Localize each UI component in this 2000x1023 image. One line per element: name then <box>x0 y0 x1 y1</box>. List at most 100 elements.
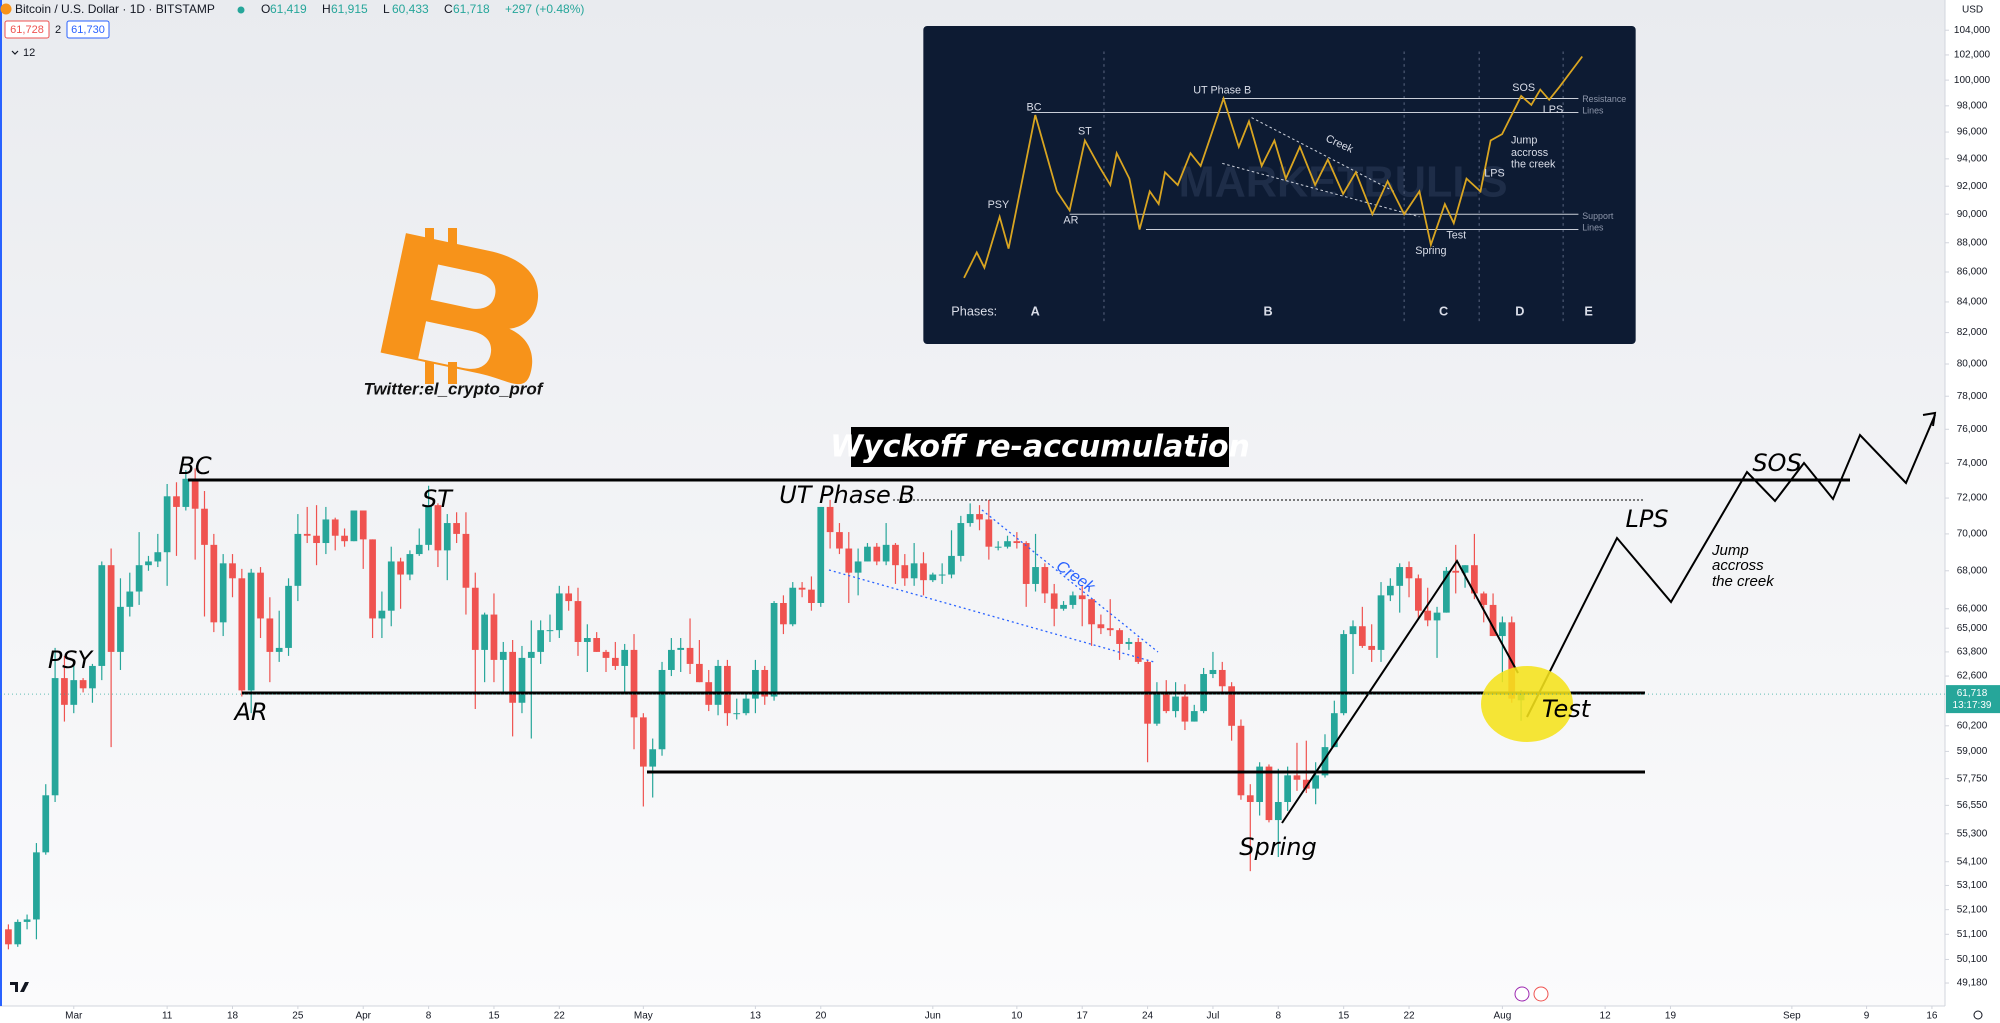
inset-label: AR <box>1063 214 1078 226</box>
candle-body <box>1162 692 1170 712</box>
candle-body <box>1415 578 1422 611</box>
settings-icon[interactable] <box>1973 1010 1983 1020</box>
x-tick-label: Mar <box>65 1011 83 1022</box>
y-tick-label: 70,000 <box>1957 529 1988 540</box>
candle-body <box>677 647 685 650</box>
symbol: Bitcoin / U.S. Dollar · 1D · BITSTAMP <box>15 2 215 16</box>
candle-body <box>1386 585 1394 596</box>
candle-body <box>322 519 330 544</box>
axes: 104,000 102,000 100,000 98,000 96,000 94,000 9… <box>65 25 1990 1022</box>
candle-body <box>331 519 339 536</box>
y-tick-label: 50,100 <box>1957 954 1988 965</box>
y-tick-label: 76,000 <box>1957 424 1988 435</box>
creek-line <box>1222 162 1420 218</box>
market-status[interactable] <box>237 6 245 14</box>
candle-body <box>1330 713 1338 748</box>
candle-body <box>583 638 591 642</box>
candle-body <box>1405 567 1413 579</box>
candle-body <box>313 535 320 544</box>
candle-body <box>920 563 927 581</box>
events-icon[interactable] <box>1514 986 1530 1002</box>
candle-body <box>994 546 1002 548</box>
candle-body <box>117 606 124 652</box>
candle-body <box>649 749 657 767</box>
candle-body <box>1004 541 1011 547</box>
inset-label: Resistance <box>1582 94 1626 104</box>
candle-body <box>602 651 610 658</box>
currency[interactable]: USD <box>1962 5 1983 16</box>
candle-body <box>1097 624 1105 629</box>
inset-label: Spring <box>1415 245 1446 257</box>
candle-body <box>1461 565 1469 573</box>
ohlc-value: 61,915 <box>331 2 368 16</box>
x-tick-label: 20 <box>815 1011 827 1022</box>
buy-button[interactable] <box>66 20 110 39</box>
candle-body <box>976 514 983 520</box>
buy-price[interactable]: 61,730 <box>71 24 105 36</box>
candle-body <box>145 561 152 566</box>
creek-line <box>828 569 1155 663</box>
candle-body <box>537 630 545 652</box>
candle-body <box>266 618 274 652</box>
x-tick-label: 11 <box>162 1011 173 1022</box>
ohlc-legend: O 61,419 H 61,915 L 60,433 C 61,718 <box>261 2 490 16</box>
candle-body <box>546 630 554 632</box>
ohlc-key: L <box>383 2 390 16</box>
test-label: Test <box>1542 695 1592 723</box>
phases-label: Phases: <box>951 304 997 319</box>
candle-body <box>611 657 619 666</box>
candle-body <box>182 478 190 507</box>
y-tick-label: 55,300 <box>1957 828 1988 839</box>
y-tick-label: 96,000 <box>1957 127 1988 138</box>
candle-body <box>574 601 582 642</box>
candle-body <box>1433 612 1441 621</box>
sell-button[interactable] <box>4 20 50 39</box>
creek-line <box>1251 117 1395 192</box>
candle-body <box>798 587 806 590</box>
candle-body <box>1340 634 1348 714</box>
x-tick-label: 25 <box>292 1011 304 1022</box>
x-tick-label: 8 <box>426 1011 432 1022</box>
economic-icon[interactable] <box>1533 986 1549 1002</box>
y-tick-label: 60,200 <box>1957 720 1988 731</box>
x-tick-label: 15 <box>1338 1011 1350 1022</box>
candle-body <box>901 565 909 579</box>
sell-price[interactable]: 61,728 <box>10 24 44 36</box>
bitcoin-logo <box>380 228 539 385</box>
last-price-tag <box>1946 685 2000 714</box>
candle-body <box>275 647 283 652</box>
watermark: MARKETBULLS <box>1179 158 1508 206</box>
phase: D <box>1515 304 1524 319</box>
collapse-caret[interactable] <box>11 50 19 55</box>
candle-body <box>1312 775 1320 789</box>
tradingview-logo[interactable] <box>10 982 29 992</box>
candle-body <box>173 496 180 507</box>
candle-body <box>285 585 292 648</box>
x-tick-label: 16 <box>1926 1011 1938 1022</box>
title: Wyckoff re-accumulation <box>830 430 1250 465</box>
y-tick-label: 104,000 <box>1954 25 1991 36</box>
spring-label: Spring <box>1239 833 1316 861</box>
indicator-count[interactable]: 12 <box>23 47 35 59</box>
y-tick-label: 57,750 <box>1957 773 1988 784</box>
candle-body <box>303 533 311 536</box>
candle-body <box>808 589 815 603</box>
candle-body <box>1013 541 1021 544</box>
inset-label: SOS <box>1512 82 1535 94</box>
x-tick-label: Sep <box>1783 1011 1801 1022</box>
y-tick-label: 65,000 <box>1957 623 1988 634</box>
y-tick-label: 66,000 <box>1957 603 1988 614</box>
candle-body <box>761 669 769 697</box>
countdown: 13:17:39 <box>1953 700 1992 711</box>
inset-background <box>923 26 1636 344</box>
y-tick-label: 62,600 <box>1957 671 1988 682</box>
candle-body <box>1480 593 1488 605</box>
x-tick-label: 10 <box>1011 1011 1023 1022</box>
candle-body <box>406 554 414 575</box>
candle-body <box>658 669 666 750</box>
x-tick-label: Aug <box>1494 1011 1512 1022</box>
projection-arrow <box>1922 411 1937 427</box>
candle-body <box>23 919 31 922</box>
candle-body <box>724 665 731 714</box>
